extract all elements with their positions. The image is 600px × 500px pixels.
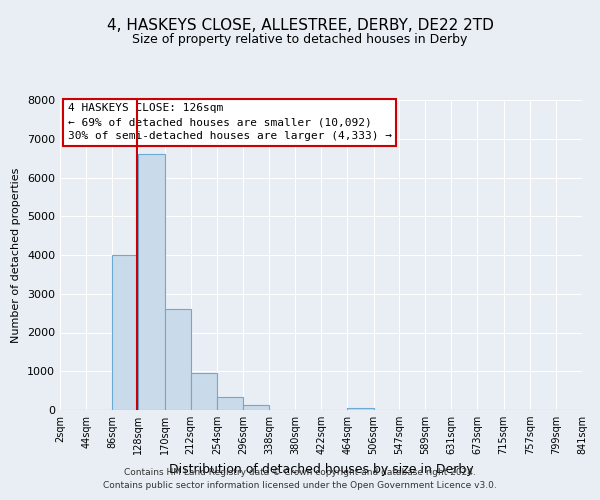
Bar (139, 154, 164, 410)
X-axis label: Distribution of detached houses by size in Derby: Distribution of detached houses by size … (169, 462, 473, 475)
Bar (243, 405, 269, 410)
Text: Contains public sector information licensed under the Open Government Licence v3: Contains public sector information licen… (103, 480, 497, 490)
Text: 4 HASKEYS CLOSE: 126sqm
← 69% of detached houses are smaller (10,092)
30% of sem: 4 HASKEYS CLOSE: 126sqm ← 69% of detache… (68, 103, 392, 141)
Y-axis label: Number of detached properties: Number of detached properties (11, 168, 22, 342)
Bar (191, 373, 217, 410)
Text: Contains HM Land Registry data © Crown copyright and database right 2024.: Contains HM Land Registry data © Crown c… (124, 468, 476, 477)
Bar (112, 255, 139, 410)
Text: Size of property relative to detached houses in Derby: Size of property relative to detached ho… (133, 32, 467, 46)
Bar (164, 309, 191, 410)
Bar (347, 408, 374, 410)
Bar (217, 397, 243, 410)
Text: 4, HASKEYS CLOSE, ALLESTREE, DERBY, DE22 2TD: 4, HASKEYS CLOSE, ALLESTREE, DERBY, DE22… (107, 18, 493, 32)
